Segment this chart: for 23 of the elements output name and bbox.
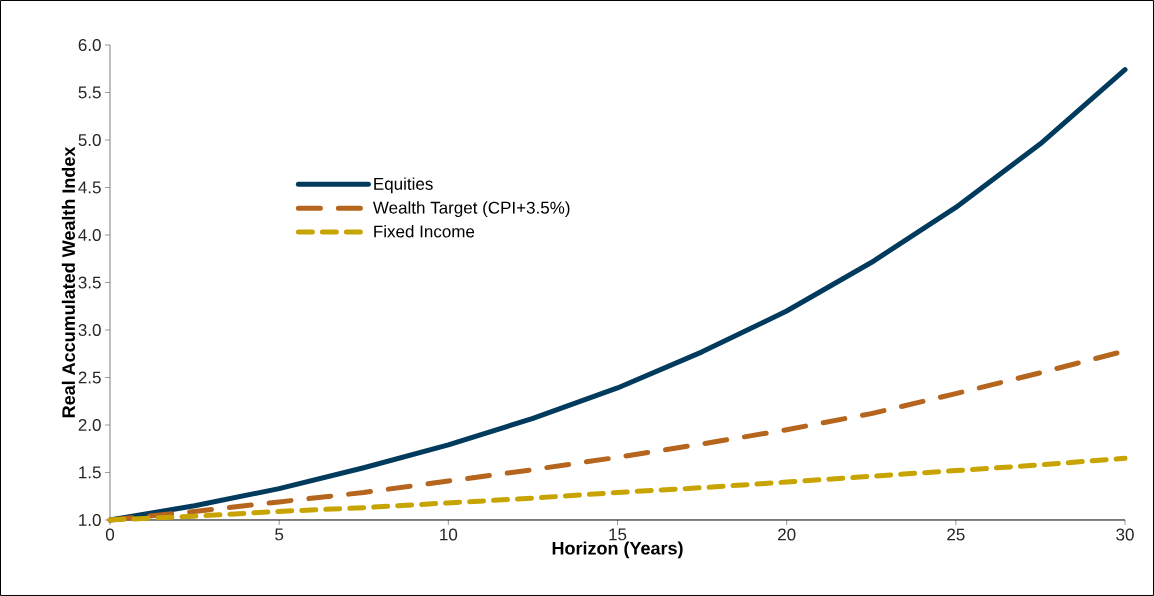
legend-label: Wealth Target (CPI+3.5%)	[372, 201, 570, 218]
x-tick-label: 25	[947, 528, 965, 541]
x-tick-label: 20	[778, 528, 796, 541]
y-tick-label: 6.0	[78, 38, 101, 52]
y-tick-label: 2.5	[78, 371, 101, 384]
x-tick-label: 30	[1116, 528, 1134, 541]
y-tick-label: 2.0	[78, 418, 101, 432]
y-tick-label: 3.5	[78, 276, 101, 289]
y-tick-label: 4.5	[78, 181, 101, 194]
x-axis-title: Horizon (Years)	[552, 541, 683, 559]
legend-label: Equities	[374, 177, 433, 194]
y-tick-label: 5.0	[78, 133, 101, 147]
y-tick-label: 5.5	[78, 86, 101, 99]
x-tick-label: 15	[609, 528, 627, 541]
y-tick-label: 4.0	[78, 228, 101, 242]
x-tick-label: 5	[275, 528, 284, 541]
y-tick-label: 1.0	[79, 513, 101, 527]
y-tick-label: 1.5	[79, 466, 101, 479]
x-tick-label: 0	[105, 528, 115, 541]
y-axis-title: Real Accumulated Wealth Index	[61, 146, 76, 418]
y-tick-label: 3.0	[78, 323, 101, 337]
x-tick-label: 10	[440, 528, 458, 541]
legend-label: Fixed Income	[374, 225, 475, 238]
